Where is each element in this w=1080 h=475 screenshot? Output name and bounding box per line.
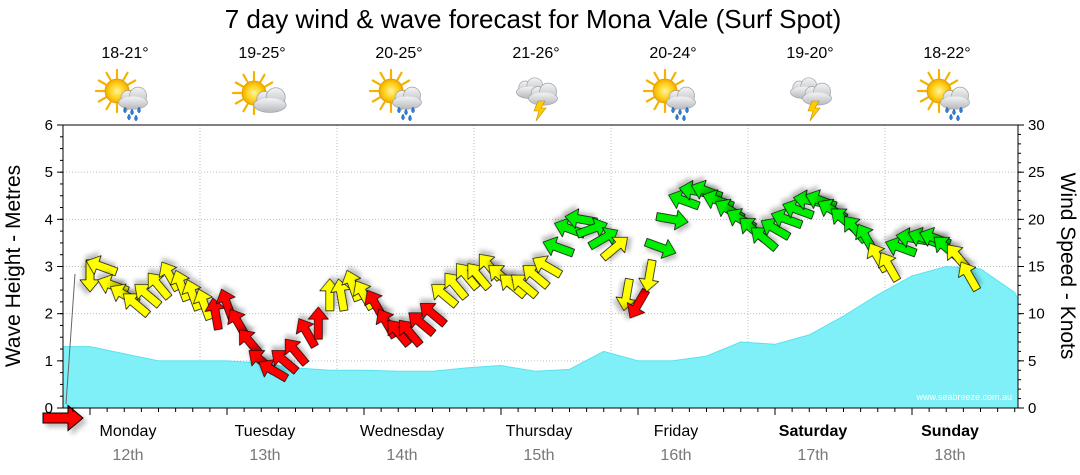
wind-arrow <box>431 284 460 309</box>
right-tick-label: 20 <box>1028 211 1045 228</box>
left-axis-label: Wave Height - Metres <box>2 165 25 367</box>
weather-icons: 18-21° 19-25° 20-25° 21-26° 20-24° 19-20° 18-2… <box>94 45 971 122</box>
wind-arrow <box>467 263 492 292</box>
sun-cloud-icon <box>231 70 287 116</box>
wind-arrow <box>750 227 779 252</box>
wind-arrow <box>885 236 918 258</box>
day-date: 14th <box>386 447 417 464</box>
left-tick-label: 6 <box>45 117 53 134</box>
wind-arrow <box>542 236 575 258</box>
plot-area: www.seabreeze.com.au <box>42 124 1019 432</box>
wind-arrow <box>532 255 563 279</box>
wind-arrow <box>564 208 598 229</box>
day-temperature: 18-21° <box>101 45 148 62</box>
wind-arrow <box>878 252 902 283</box>
wind-arrow <box>643 237 677 259</box>
right-tick-label: 10 <box>1028 306 1045 323</box>
left-tick-label: 5 <box>45 164 53 181</box>
storm-icon <box>790 77 832 122</box>
right-tick-label: 30 <box>1028 117 1045 134</box>
wind-arrow <box>511 274 540 300</box>
wind-arrow <box>626 287 650 319</box>
wind-arrow <box>147 272 173 301</box>
wind-arrows <box>42 179 981 432</box>
wind-arrow <box>770 208 804 229</box>
day-date: 12th <box>112 447 143 464</box>
day-temperature: 21-26° <box>512 45 559 62</box>
sun-rain-icon <box>642 68 696 122</box>
day-date: 13th <box>249 447 280 464</box>
wind-arrow <box>638 259 659 293</box>
wind-arrow <box>134 284 163 309</box>
left-tick-label: 4 <box>45 211 53 228</box>
day-labels: Monday 12th Tuesday 13th Wednesday 14th Thursd… <box>100 423 979 464</box>
day-date: 17th <box>797 447 828 464</box>
day-temperature: 20-25° <box>375 45 422 62</box>
sun-rain-icon <box>368 68 422 122</box>
wind-arrow <box>408 312 437 337</box>
day-date: 18th <box>934 447 965 464</box>
day-name: Tuesday <box>235 423 296 440</box>
wind-arrow <box>760 217 792 241</box>
day-temperature: 19-20° <box>786 45 833 62</box>
right-tick-label: 5 <box>1028 353 1036 370</box>
day-name: Friday <box>654 423 698 440</box>
left-tick-label: 0 <box>45 400 53 417</box>
right-axis-label: Wind Speed - Knots <box>1056 173 1079 360</box>
wind-arrow <box>123 293 151 318</box>
left-tick-label: 2 <box>45 306 53 323</box>
right-tick-label: 25 <box>1028 164 1045 181</box>
wind-start-connector <box>65 273 76 405</box>
wind-arrow <box>307 306 329 340</box>
wind-arrow <box>655 209 689 231</box>
left-tick-label: 1 <box>45 353 53 370</box>
chart-title: 7 day wind & wave forecast for Mona Vale… <box>225 4 842 34</box>
wind-arrow <box>668 189 701 211</box>
wind-arrow <box>522 265 551 290</box>
wind-arrow <box>79 259 101 293</box>
day-name: Wednesday <box>360 423 444 440</box>
wave-height-area <box>62 265 1019 409</box>
wind-arrow <box>958 261 981 293</box>
day-date: 15th <box>523 447 554 464</box>
day-temperature: 19-25° <box>238 45 285 62</box>
wind-arrow <box>419 303 448 328</box>
day-temperature: 18-22° <box>923 45 970 62</box>
wind-arrow <box>284 338 310 367</box>
day-date: 16th <box>660 447 691 464</box>
wind-arrow <box>85 255 119 277</box>
wind-arrow <box>615 277 637 311</box>
wind-arrow <box>239 329 264 358</box>
left-tick-label: 3 <box>45 259 53 276</box>
axes: 0 1 2 3 4 5 6 0 5 10 15 20 25 30 <box>45 117 1045 417</box>
day-name: Sunday <box>921 423 979 440</box>
wind-arrow <box>599 236 628 262</box>
wind-arrow <box>271 350 300 375</box>
day-temperature: 20-24° <box>649 45 696 62</box>
wind-arrow <box>782 198 815 220</box>
day-name: Monday <box>100 423 157 440</box>
sun-rain-icon <box>916 68 970 122</box>
right-tick-label: 15 <box>1028 259 1045 276</box>
wind-arrow <box>444 272 470 301</box>
source-credit: www.seabreeze.com.au <box>915 392 1012 402</box>
day-name: Thursday <box>506 423 573 440</box>
wind-arrow <box>295 318 319 349</box>
wind-arrow <box>258 359 289 383</box>
wind-arrow <box>399 319 424 348</box>
storm-icon <box>516 77 558 122</box>
sun-rain-icon <box>94 68 148 122</box>
right-tick-label: 0 <box>1028 400 1036 417</box>
day-name: Saturday <box>779 423 848 440</box>
